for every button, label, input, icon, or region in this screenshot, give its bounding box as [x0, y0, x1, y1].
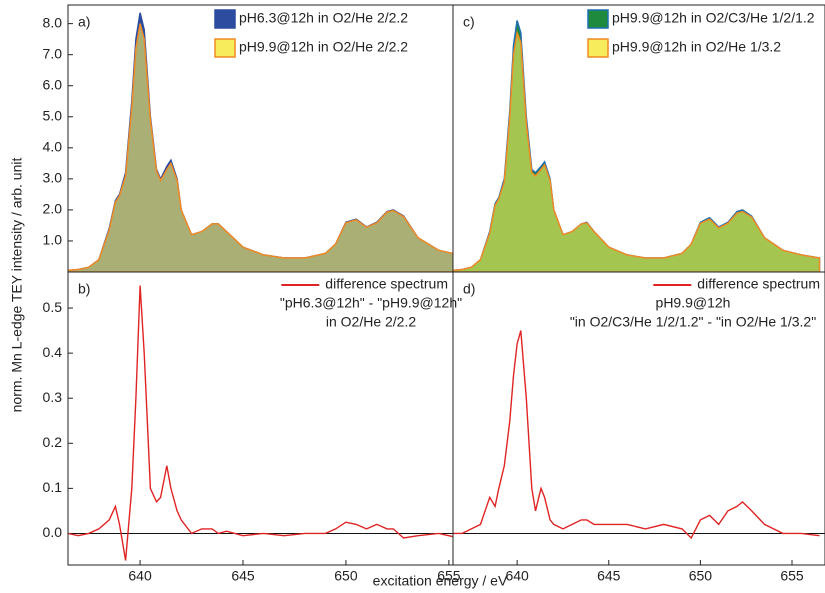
- panel: 1.0 2.0 3.0 4.0 5.0 6.0 7.0 8.0 a) pH6.3@12h in O…: [43, 4, 454, 273]
- frame: [452, 271, 825, 566]
- legend-label: pH9.9@12h in O2/C3/He 1/2/1.2: [612, 10, 815, 26]
- line: [68, 285, 453, 561]
- panel-label: b): [78, 281, 90, 297]
- y-tick-label: 7.0: [43, 45, 63, 61]
- legend-label: pH6.3@12h in O2/He 2/2.2: [239, 10, 408, 26]
- y-tick-label: 4.0: [43, 139, 63, 155]
- x-tick-label: 640: [505, 568, 529, 584]
- y-tick-label: 3.0: [43, 170, 63, 186]
- x-tick-label: 645: [597, 568, 621, 584]
- panel-label: d): [463, 281, 475, 297]
- x-tick-label: 655: [780, 568, 804, 584]
- y-tick-label: 0.1: [43, 479, 63, 495]
- legend-label: pH9.9@12h in O2/He 1/3.2: [612, 39, 781, 55]
- panel: c) pH9.9@12h in O2/C3/He 1/2/1.2 pH9.9@12h…: [452, 4, 825, 273]
- panel: 640 645 650 655 d) difference spectrum pH9.9@1…: [452, 271, 825, 584]
- x-tick-label: 640: [128, 568, 152, 584]
- annotation: pH9.9@12h: [656, 295, 731, 311]
- y-tick-label: 8.0: [43, 14, 63, 30]
- legend-label: difference spectrum: [697, 276, 820, 292]
- panel: 0.0 0.1 0.2 0.3 0.4 0.5 640 645 650 655 b) differen…: [43, 271, 462, 584]
- legend-swatch: [587, 9, 609, 29]
- plot-area: [453, 330, 825, 540]
- y-tick-label: 0.3: [43, 389, 63, 405]
- legend-label: difference spectrum: [325, 276, 448, 292]
- annotation: "in O2/C3/He 1/2/1.2" - "in O2/He 1/3.2": [570, 314, 816, 330]
- annotation: "pH6.3@12h" - "pH9.9@12h": [280, 295, 462, 311]
- legend-label: pH9.9@12h in O2/He 2/2.2: [239, 39, 408, 55]
- x-tick-label: 650: [334, 568, 358, 584]
- x-tick-label: 645: [231, 568, 255, 584]
- y-tick-label: 0.0: [43, 524, 63, 540]
- plot-area: [68, 285, 453, 561]
- y-tick-label: 0.2: [43, 434, 63, 450]
- legend-swatch: [587, 38, 609, 58]
- x-axis-label: excitation energy / eV: [373, 573, 508, 589]
- area: [453, 30, 821, 272]
- panel-label: c): [463, 14, 475, 30]
- line: [453, 330, 820, 540]
- legend-swatch: [214, 38, 236, 58]
- y-tick-label: 2.0: [43, 201, 63, 217]
- y-tick-label: 5.0: [43, 107, 63, 123]
- plot-area: [68, 12, 453, 272]
- y-tick-label: 0.5: [43, 299, 63, 315]
- legend-swatch: [214, 9, 236, 29]
- panel-label: a): [78, 14, 90, 30]
- y-tick-label: 0.4: [43, 344, 63, 360]
- annotation: in O2/He 2/2.2: [326, 314, 416, 330]
- x-tick-label: 650: [689, 568, 713, 584]
- y-axis-label: norm. Mn L-edge TEY intensity / arb. uni…: [9, 158, 25, 413]
- y-tick-label: 6.0: [43, 76, 63, 92]
- y-tick-label: 1.0: [43, 232, 63, 248]
- plot-area: [453, 20, 821, 272]
- area: [68, 23, 453, 272]
- x-tick-label: 655: [437, 568, 461, 584]
